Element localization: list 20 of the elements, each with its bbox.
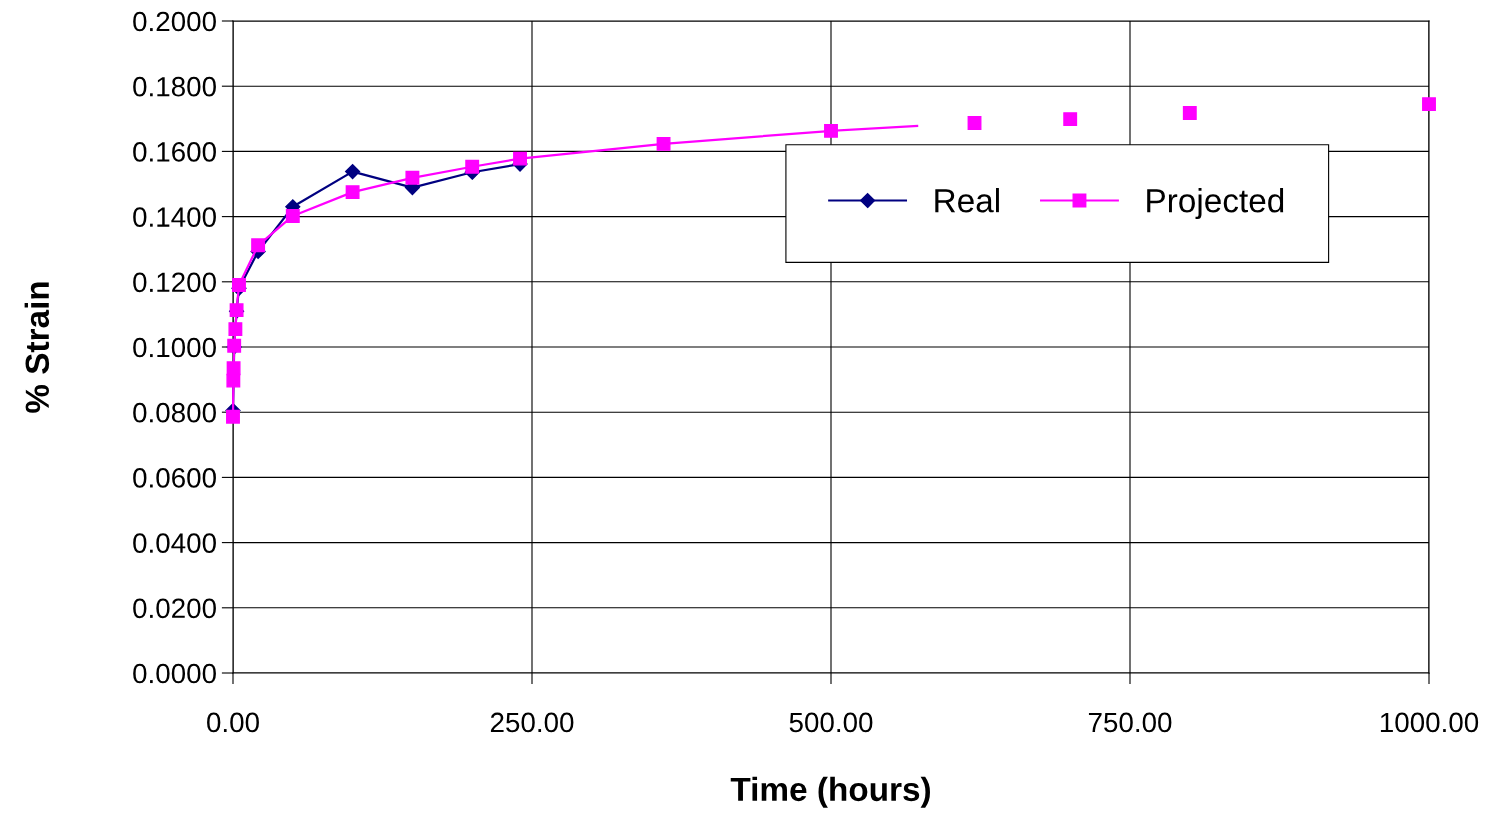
y-tick-label: 0.0400	[133, 533, 216, 553]
legend-label: Real	[935, 188, 999, 213]
y-axis-title: % Strain	[24, 282, 50, 413]
y-tick-label: 0.1400	[133, 207, 216, 227]
y-tick-label: 0.2000	[133, 11, 216, 32]
y-tick-label: 0.0600	[133, 468, 216, 488]
y-tick-label: 0.0800	[133, 402, 216, 423]
x-tick-label: 0.00	[207, 712, 259, 733]
x-axis-title: Time (hours)	[730, 776, 930, 808]
x-tick-label: 1000.00	[1380, 712, 1479, 733]
x-tick-label: 250.00	[490, 712, 574, 733]
y-tick-label: 0.1800	[133, 76, 216, 97]
y-tick-label: 0.1200	[133, 272, 216, 293]
legend-label: Projected	[1147, 188, 1284, 220]
x-tick-label: 750.00	[1088, 712, 1172, 733]
y-tick-label: 0.1600	[133, 142, 216, 162]
y-tick-label: 0.1000	[133, 337, 216, 358]
y-tick-label: 0.0000	[133, 663, 216, 684]
y-tick-label: 0.0200	[133, 598, 216, 619]
x-tick-label: 500.00	[789, 712, 873, 733]
